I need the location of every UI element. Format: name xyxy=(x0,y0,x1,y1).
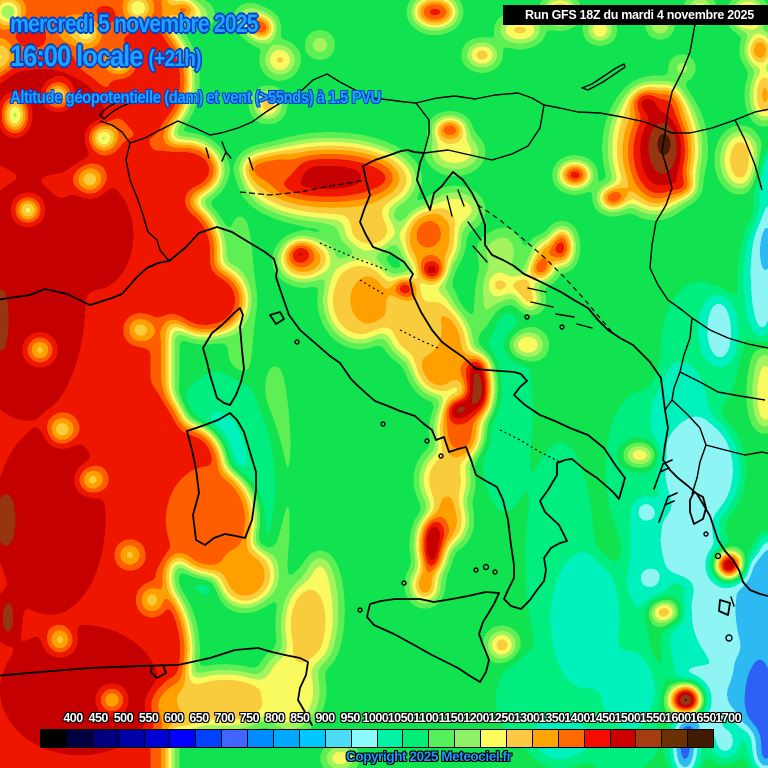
scale-tick-labels: 400 450 500 550 600 650 700 750 800 850 900 950 1000… xyxy=(0,711,768,727)
scale-tick-label: 850 xyxy=(290,711,310,725)
scale-tick-label: 500 xyxy=(113,711,134,725)
scale-cell xyxy=(402,730,429,747)
scale-cell xyxy=(169,730,196,747)
scale-cell xyxy=(635,730,662,747)
scale-cell xyxy=(428,730,455,747)
scale-tick-label: 1150 xyxy=(438,711,464,725)
wind-barb-icon xyxy=(658,492,678,523)
coastlines xyxy=(0,63,768,726)
scale-cell xyxy=(661,730,688,747)
scale-cell xyxy=(531,730,558,747)
scale-cell xyxy=(609,730,636,747)
scale-cell xyxy=(65,730,92,747)
scale-cell xyxy=(247,730,274,747)
coast-north-africa xyxy=(0,647,313,726)
scale-tick-label: 650 xyxy=(189,711,209,725)
coast-mainland xyxy=(0,149,768,610)
scale-tick-label: 1300 xyxy=(513,711,540,725)
scale-tick-label: 450 xyxy=(88,711,109,725)
scale-tick-label: 800 xyxy=(264,711,285,725)
lake-geneva xyxy=(99,99,131,120)
scale-tick-label: 700 xyxy=(214,711,235,725)
time-label: 16:00 locale (+21h) xyxy=(10,40,381,74)
scale-tick-label: 1500 xyxy=(614,711,641,725)
scale-cell xyxy=(221,730,248,747)
scale-cell xyxy=(298,730,325,747)
island-elba xyxy=(269,311,285,325)
island-galite xyxy=(150,664,167,679)
scale-tick-label: 1650 xyxy=(690,711,716,725)
scale-tick-label: 400 xyxy=(63,711,83,725)
scale-tick-label: 1050 xyxy=(387,711,414,725)
scale-cell xyxy=(376,730,403,747)
scale-cell xyxy=(273,730,299,747)
scale-tick-label: 550 xyxy=(138,711,159,725)
scale-cell xyxy=(324,730,351,747)
borders xyxy=(99,5,768,495)
scale-tick-label: 1700 xyxy=(715,711,742,725)
scale-cell xyxy=(583,730,610,747)
croatian-islands xyxy=(446,189,735,607)
color-scale-bar xyxy=(40,729,714,748)
island-kefalonia xyxy=(718,599,731,616)
lake-balaton xyxy=(581,63,626,91)
border-serbia xyxy=(649,5,699,411)
parameter-subtitle: Altitude géopotentielle (dam) et vent (>… xyxy=(10,87,381,107)
border-macedonia xyxy=(671,119,768,495)
scale-cell xyxy=(143,730,170,747)
wind-barb-icon xyxy=(653,459,673,490)
run-info-box: Run GFS 18Z du mardi 4 novembre 2025 xyxy=(503,5,768,25)
lakes-north-italy xyxy=(205,141,254,171)
border-alps-north xyxy=(129,73,430,154)
map-titles: mercredi 5 novembre 2025 16:00 locale (+… xyxy=(10,10,446,108)
coast-sicily xyxy=(366,591,500,683)
scale-tick-label: 1450 xyxy=(589,711,616,725)
border-alps-west xyxy=(99,120,170,262)
scale-tick-label: 950 xyxy=(340,711,361,725)
scale-cell xyxy=(454,730,481,747)
wind-barbs xyxy=(653,459,678,523)
scale-tick-label: 1250 xyxy=(488,711,515,725)
small-islands xyxy=(294,314,733,642)
copyright-label: Copyright 2025 Meteociel.fr xyxy=(346,749,512,764)
scale-tick-label: 1100 xyxy=(413,711,439,725)
coast-sardinia xyxy=(186,412,257,546)
coast-corfu xyxy=(689,491,707,525)
river-po xyxy=(239,179,367,196)
time-value: 16:00 locale xyxy=(10,40,143,73)
scale-cell xyxy=(117,730,144,747)
scale-cell xyxy=(91,730,118,747)
scale-tick-label: 1000 xyxy=(362,711,389,725)
run-info-label: Run GFS 18Z du mardi 4 novembre 2025 xyxy=(525,8,754,22)
date-label: mercredi 5 novembre 2025 xyxy=(10,10,259,38)
scale-cell xyxy=(557,730,584,747)
border-bosnia xyxy=(477,204,613,333)
scale-tick-label: 600 xyxy=(164,711,184,725)
scale-tick-label: 1600 xyxy=(664,711,691,725)
border-slovenia-hungary xyxy=(415,92,768,134)
scale-tick-label: 1400 xyxy=(564,711,590,725)
scale-tick-label: 1550 xyxy=(639,711,666,725)
scale-cell xyxy=(195,730,222,747)
scale-cell xyxy=(350,730,377,747)
scale-cell xyxy=(687,730,714,747)
scale-tick-label: 1350 xyxy=(538,711,565,725)
scale-tick-label: 1200 xyxy=(463,711,490,725)
border-croatia-slovenia xyxy=(423,104,545,161)
coast-corsica xyxy=(202,307,245,406)
scale-tick-label: 750 xyxy=(239,711,260,725)
scale-tick-label: 900 xyxy=(315,711,335,725)
scale-cell xyxy=(480,730,507,747)
scale-cell xyxy=(41,730,66,747)
time-offset: (+21h) xyxy=(148,45,201,71)
scale-cell xyxy=(506,730,532,747)
